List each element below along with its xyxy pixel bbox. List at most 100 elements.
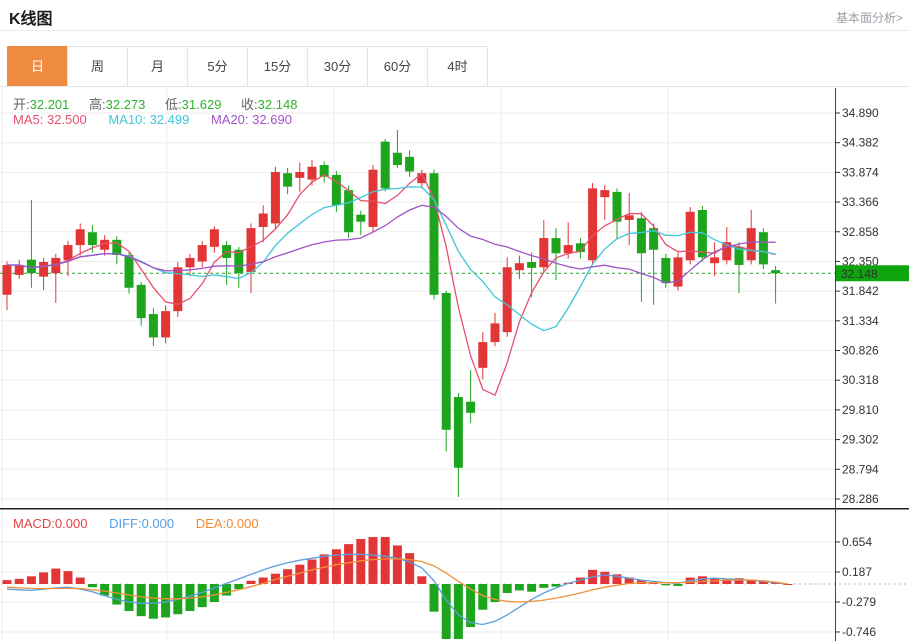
period-tab-bar: 日周月 5分 15分 30分 60分 4时 bbox=[0, 46, 909, 87]
candle-down bbox=[405, 156, 415, 172]
candle-up bbox=[563, 245, 573, 254]
candle-up bbox=[685, 211, 695, 261]
candle-up bbox=[161, 311, 171, 338]
macd-bar-positive bbox=[575, 577, 585, 584]
y-axis-label: 33.366 bbox=[842, 195, 879, 209]
candle-down bbox=[283, 173, 293, 187]
macd-bar-negative bbox=[478, 584, 488, 610]
macd-bar-positive bbox=[75, 577, 85, 584]
y-axis-label: 0.654 bbox=[842, 535, 872, 549]
macd-bar-positive bbox=[783, 584, 793, 585]
macd-chart[interactable]: 0.654 0.187 -0.279 -0.746 bbox=[0, 508, 909, 641]
macd-bar-positive bbox=[697, 576, 707, 584]
y-axis-label: 28.286 bbox=[842, 492, 879, 506]
page-title: K线图 bbox=[9, 11, 53, 28]
last-price-marker bbox=[836, 265, 909, 282]
candle-up bbox=[295, 172, 305, 178]
macd-bar-negative bbox=[661, 584, 671, 586]
macd-bar-positive bbox=[392, 545, 402, 584]
candle-down bbox=[234, 249, 244, 274]
macd-bar-negative bbox=[100, 584, 110, 596]
macd-bar-positive bbox=[746, 579, 756, 584]
tab-60分[interactable]: 60分 bbox=[367, 46, 428, 86]
macd-bar-negative bbox=[539, 584, 549, 588]
macd-bar-negative bbox=[453, 584, 463, 639]
macd-bar-negative bbox=[197, 584, 207, 608]
candle-down bbox=[649, 228, 659, 250]
macd-bar-positive bbox=[734, 578, 744, 584]
tab-15分[interactable]: 15分 bbox=[247, 46, 308, 86]
y-axis-label: 32.350 bbox=[842, 254, 879, 268]
macd-bar-positive bbox=[758, 580, 768, 584]
tab-4时[interactable]: 4时 bbox=[427, 46, 488, 86]
y-axis-label: -0.746 bbox=[842, 625, 876, 639]
macd-bar-positive bbox=[356, 538, 366, 584]
candle-up bbox=[307, 166, 317, 180]
candle-up bbox=[624, 215, 634, 220]
candle-up bbox=[246, 228, 256, 272]
candle-down bbox=[734, 246, 744, 265]
fundamental-analysis-link[interactable]: 基本面分析> bbox=[835, 11, 903, 25]
candle-down bbox=[441, 293, 451, 430]
y-axis-label: 32.858 bbox=[842, 225, 879, 239]
y-axis-label: 34.890 bbox=[842, 106, 879, 120]
macd-bar-positive bbox=[51, 568, 61, 584]
ma5-line bbox=[7, 172, 776, 397]
candle-down bbox=[136, 284, 146, 319]
candle-up bbox=[75, 229, 85, 246]
macd-bar-positive bbox=[39, 572, 49, 584]
candle-up bbox=[710, 257, 720, 264]
candle-down bbox=[636, 218, 646, 254]
candle-down bbox=[392, 152, 402, 166]
candle-up bbox=[63, 245, 73, 261]
candle-up bbox=[209, 229, 219, 247]
macd-bar-positive bbox=[405, 553, 415, 584]
macd-bar-positive bbox=[368, 537, 378, 584]
macd-bar-positive bbox=[63, 571, 73, 584]
tab-月[interactable]: 月 bbox=[127, 46, 188, 86]
y-axis-label: 28.794 bbox=[842, 462, 879, 476]
tab-30分[interactable]: 30分 bbox=[307, 46, 368, 86]
y-axis-label: 34.382 bbox=[842, 136, 879, 150]
y-axis-label: 29.302 bbox=[842, 433, 879, 447]
candle-down bbox=[319, 165, 329, 177]
candle-up bbox=[197, 245, 207, 262]
macd-bar-negative bbox=[514, 584, 524, 591]
candle-up bbox=[51, 257, 61, 274]
macd-bar-positive bbox=[2, 580, 12, 584]
candle-up bbox=[14, 264, 24, 275]
candlestick-chart[interactable]: 34.890 34.382 33.874 33.366 32.858 32.350 31.8… bbox=[0, 88, 909, 508]
candle-down bbox=[697, 210, 707, 258]
macd-bar-positive bbox=[624, 577, 634, 584]
macd-bar-negative bbox=[161, 584, 171, 618]
candle-up bbox=[478, 342, 488, 368]
y-axis-label: 0.187 bbox=[842, 565, 872, 579]
macd-bar-negative bbox=[124, 584, 134, 612]
tab-日[interactable]: 日 bbox=[7, 46, 68, 86]
macd-bar-positive bbox=[307, 559, 317, 584]
panel-separator bbox=[0, 508, 909, 510]
macd-bar-positive bbox=[246, 580, 256, 584]
candle-down bbox=[87, 232, 97, 246]
candle-up bbox=[2, 264, 12, 295]
macd-bar-negative bbox=[673, 584, 683, 586]
macd-bar-negative bbox=[148, 584, 158, 619]
macd-bar-negative bbox=[112, 584, 122, 605]
macd-bar-positive bbox=[14, 578, 24, 584]
macd-bar-negative bbox=[466, 584, 476, 628]
candle-up bbox=[490, 323, 500, 343]
candle-down bbox=[527, 262, 537, 268]
macd-bar-positive bbox=[295, 564, 305, 584]
macd-bar-positive bbox=[722, 579, 732, 584]
candle-up bbox=[368, 169, 378, 227]
macd-bar-negative bbox=[441, 584, 451, 639]
macd-bar-positive bbox=[344, 544, 354, 584]
candle-down bbox=[331, 174, 341, 206]
tab-周[interactable]: 周 bbox=[67, 46, 128, 86]
tab-5分[interactable]: 5分 bbox=[187, 46, 248, 86]
y-axis-label: 30.318 bbox=[842, 373, 879, 387]
candle-up bbox=[100, 239, 110, 250]
macd-bar-positive bbox=[380, 537, 390, 584]
macd-bar-positive bbox=[600, 571, 610, 584]
chart-area[interactable]: 34.890 34.382 33.874 33.366 32.858 32.350 31.8… bbox=[0, 88, 909, 641]
